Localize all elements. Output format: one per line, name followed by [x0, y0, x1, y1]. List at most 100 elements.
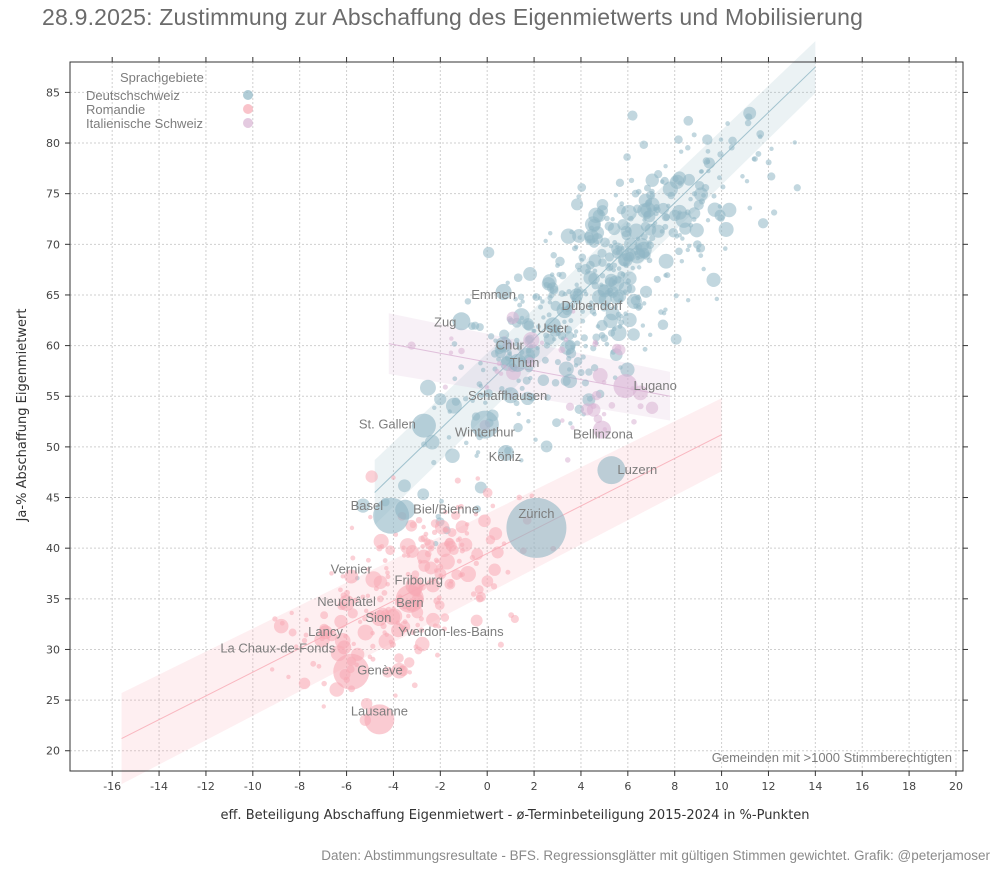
x-tick-label: -10 [244, 780, 262, 793]
municipality-point [321, 704, 326, 709]
municipality-point [520, 299, 525, 304]
municipality-point [663, 307, 668, 312]
y-tick-label: 50 [46, 441, 60, 454]
municipality-point [589, 300, 594, 305]
municipality-point [478, 392, 485, 398]
plot-frame [69, 61, 964, 772]
municipality-point [487, 333, 495, 340]
municipality-point [334, 614, 348, 629]
municipality-point [793, 184, 801, 192]
municipality-point [705, 218, 711, 223]
city-point [333, 653, 370, 690]
municipality-point [301, 637, 308, 644]
municipality-point [568, 318, 574, 324]
municipality-point [587, 218, 601, 232]
municipality-point [597, 248, 607, 258]
x-tick-label: -8 [294, 780, 305, 793]
municipality-point [451, 341, 458, 347]
municipality-point [745, 113, 753, 121]
municipality-point [560, 228, 577, 244]
municipality-point [506, 311, 519, 324]
municipality-point [463, 440, 469, 446]
municipality-point [519, 315, 525, 321]
municipality-point [604, 289, 610, 295]
municipality-point [685, 145, 691, 151]
municipality-point [550, 251, 557, 259]
municipality-point [379, 543, 385, 549]
municipality-point [558, 271, 567, 280]
municipality-point [574, 282, 579, 287]
x-tick-label: 0 [484, 780, 491, 793]
municipality-point [683, 115, 694, 126]
municipality-point [702, 134, 713, 145]
municipality-point [433, 597, 441, 605]
municipality-point [490, 583, 498, 590]
municipality-point [688, 207, 701, 220]
municipality-point [455, 504, 461, 510]
municipality-point [683, 173, 695, 186]
municipality-point [657, 202, 670, 215]
municipality-point [628, 223, 645, 240]
municipality-point [562, 291, 568, 297]
municipality-point [484, 385, 490, 390]
municipality-point [523, 320, 535, 331]
city-point [508, 353, 527, 372]
city-point [502, 387, 519, 404]
municipality-point [592, 339, 598, 345]
municipality-point [626, 222, 631, 227]
municipality-point [321, 680, 327, 687]
municipality-point [365, 593, 371, 599]
municipality-point [555, 330, 561, 337]
municipality-point [629, 247, 646, 264]
municipality-point [491, 546, 504, 559]
municipality-point [431, 459, 437, 466]
city-label: Lugano [633, 378, 676, 393]
city-point [495, 336, 512, 353]
municipality-point [350, 555, 356, 561]
x-tick-label: -4 [388, 780, 399, 793]
municipality-point [385, 545, 396, 556]
municipality-point [494, 368, 500, 374]
x-tick-label: 18 [902, 780, 916, 793]
x-tick-label: 4 [577, 780, 584, 793]
municipality-point [640, 323, 646, 328]
municipality-point [678, 149, 684, 154]
municipality-point [538, 304, 544, 310]
municipality-point [714, 296, 720, 302]
municipality-point [633, 204, 642, 214]
municipality-point [273, 618, 289, 634]
y-tick-label: 75 [46, 188, 60, 201]
municipality-point [462, 396, 469, 402]
municipality-point [600, 237, 610, 248]
city-label: Fribourg [395, 573, 443, 588]
city-label: Thun [510, 355, 540, 370]
municipality-point [415, 622, 421, 628]
y-tick-label: 55 [46, 390, 60, 403]
municipality-point [607, 329, 616, 337]
municipality-point [617, 324, 623, 329]
city-label: Emmen [471, 287, 516, 302]
city-label: Bern [396, 595, 423, 610]
x-tick-label: -12 [197, 780, 215, 793]
municipality-point [481, 575, 494, 588]
municipality-point [698, 253, 704, 259]
municipality-point [360, 698, 373, 710]
municipality-point [599, 272, 606, 279]
municipality-point [468, 322, 476, 330]
municipality-point [424, 434, 440, 450]
city-point [391, 623, 406, 638]
municipality-point [673, 293, 679, 299]
municipality-point [756, 130, 765, 138]
municipality-point [716, 175, 722, 181]
municipality-point [583, 271, 598, 285]
municipality-point [417, 488, 430, 501]
city-point [337, 640, 352, 655]
y-tick-label: 45 [46, 492, 60, 505]
city-point [318, 625, 333, 640]
municipality-point [564, 457, 571, 463]
municipality-point [405, 571, 411, 577]
municipality-point [694, 187, 709, 202]
municipality-point [452, 376, 458, 382]
municipality-point [370, 630, 375, 636]
municipality-point [458, 572, 464, 578]
